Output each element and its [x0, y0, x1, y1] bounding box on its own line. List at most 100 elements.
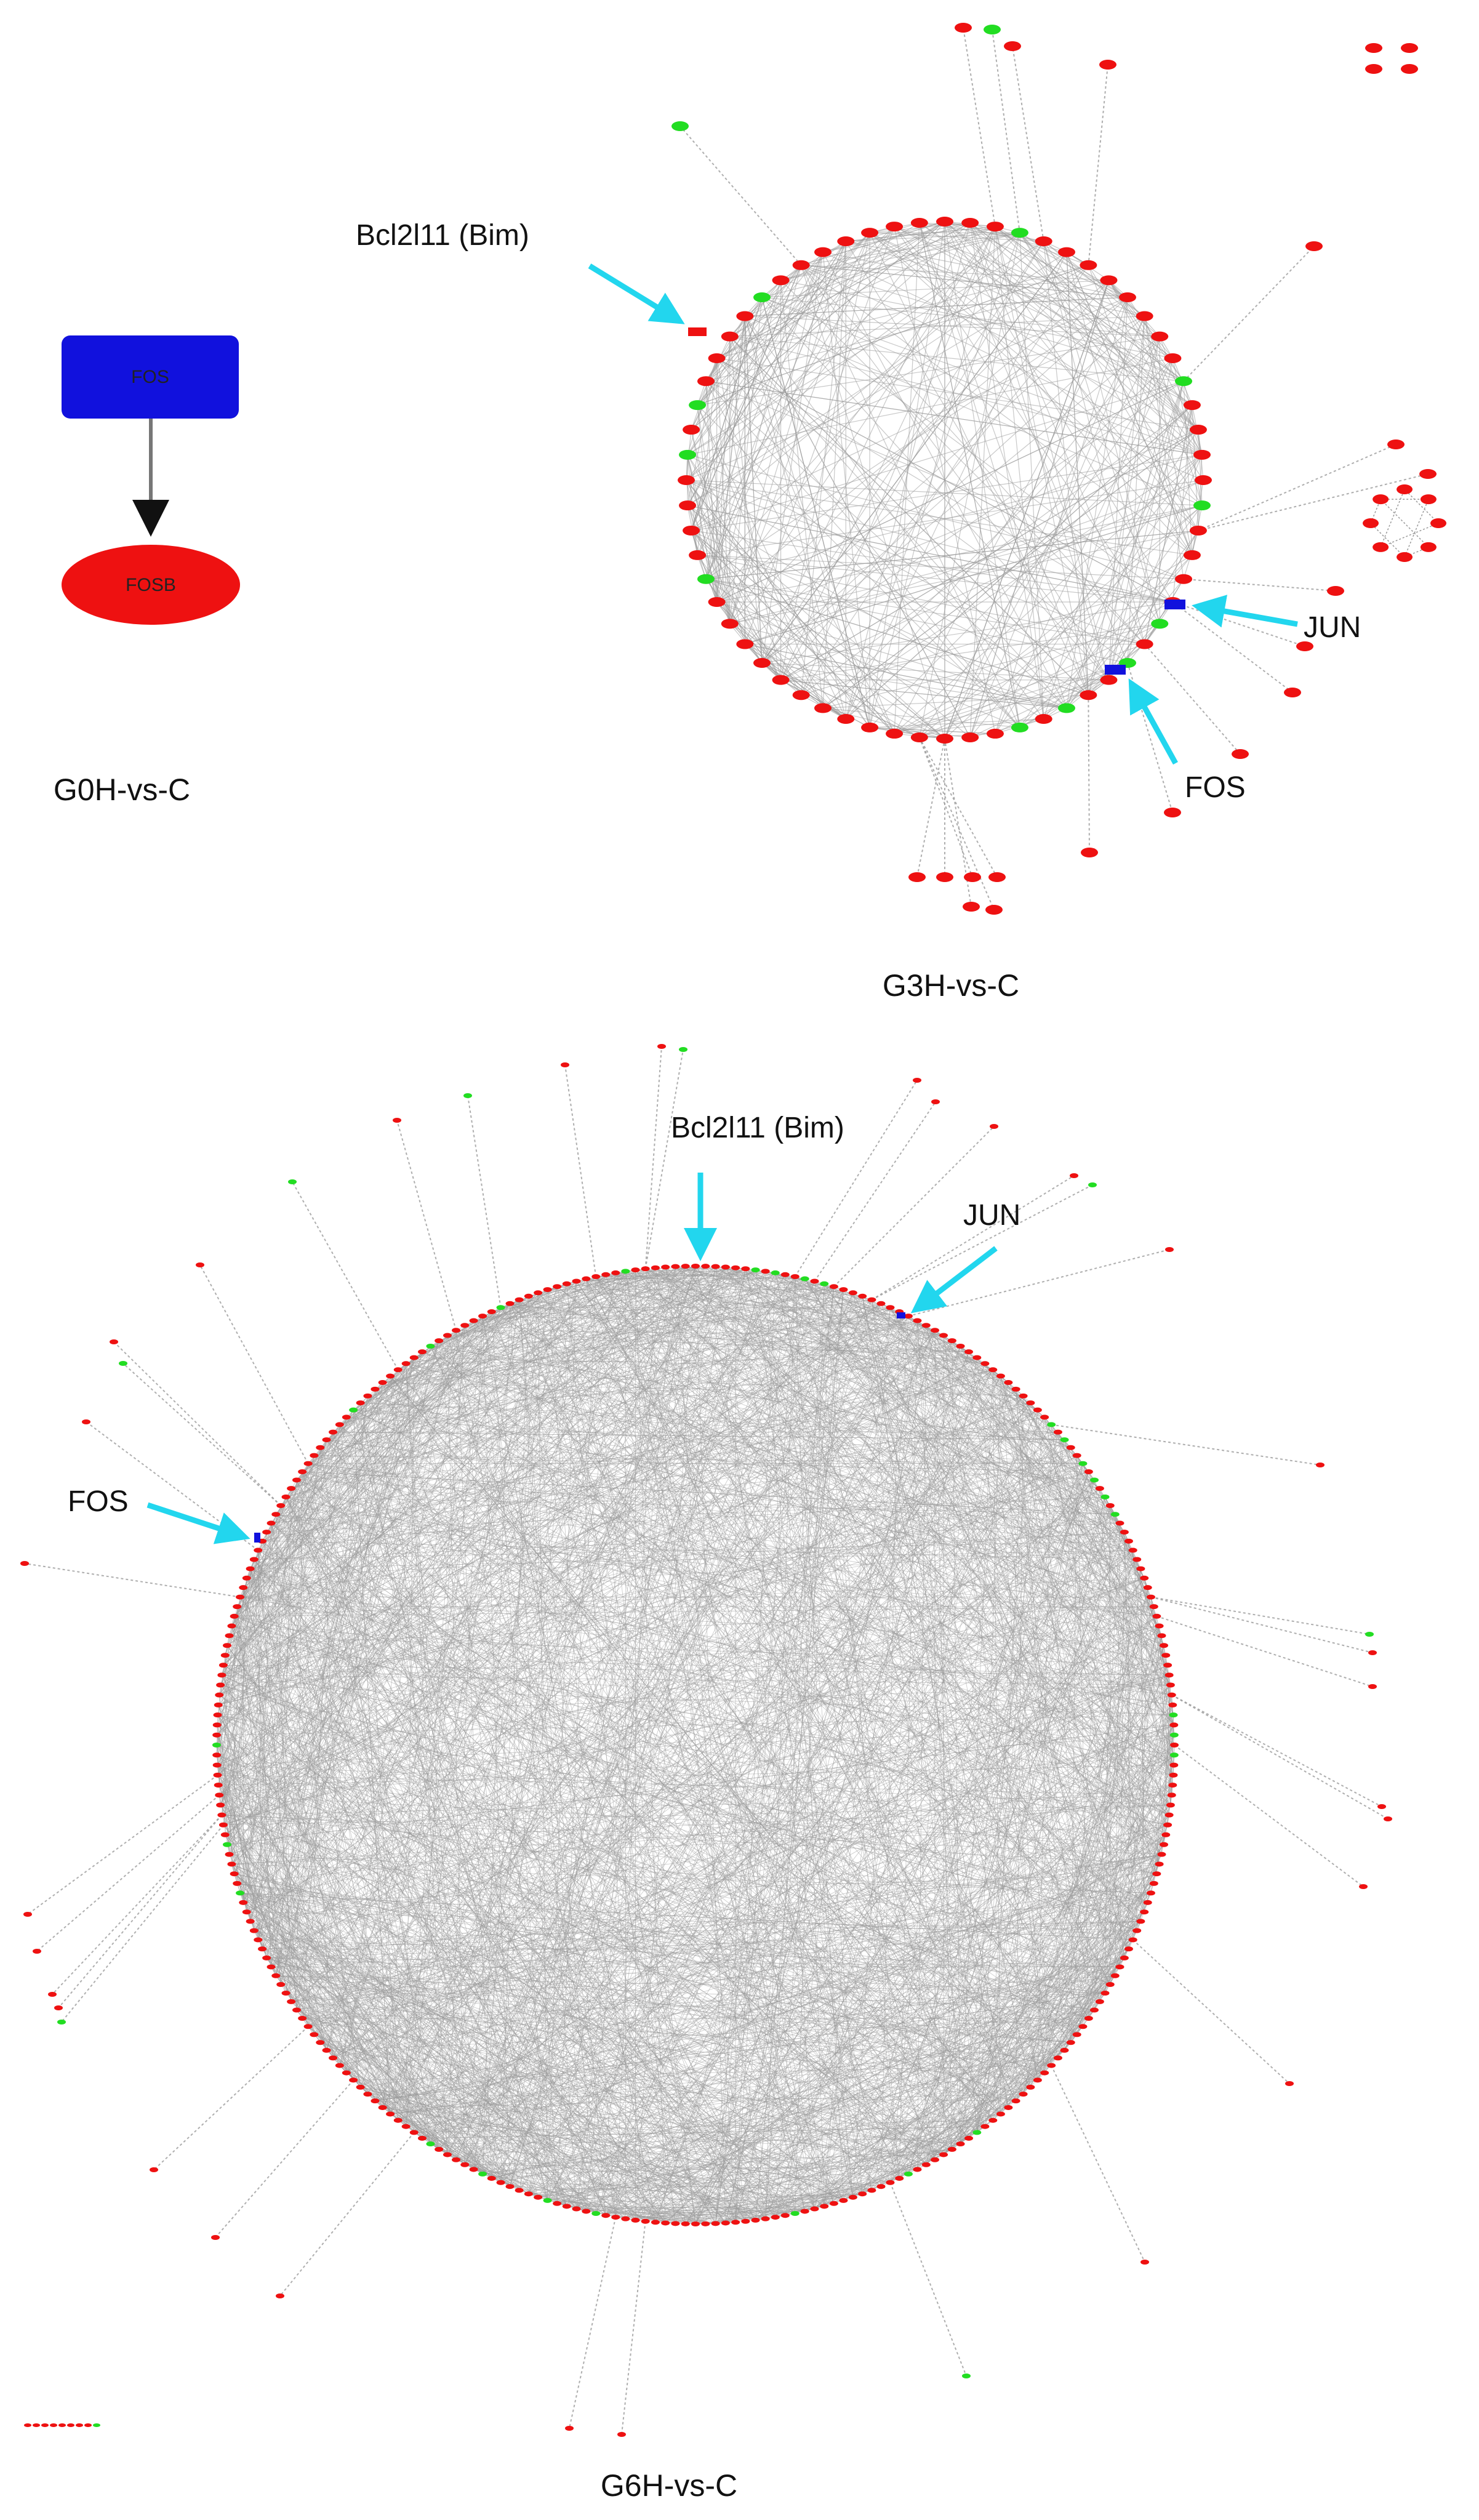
g6-node-up: [913, 2167, 922, 2172]
g6-edge: [398, 1488, 1100, 2121]
g6-node-up: [378, 1380, 387, 1386]
g6-edge: [267, 1496, 1105, 1533]
g3-outer-node-down: [984, 25, 1001, 34]
g6-node-up: [267, 1520, 276, 1526]
g6-edge: [275, 1439, 327, 1515]
g3-bim-label: Bcl2l11 (Bim): [356, 219, 529, 252]
g6-edge: [465, 1948, 1129, 2165]
g6-node-up: [543, 1287, 552, 1293]
g6-edge: [346, 1417, 1160, 1864]
g6-node-up: [1011, 2098, 1020, 2104]
g6-edge: [367, 1395, 766, 2219]
g3-node-up: [986, 728, 1004, 739]
g6-edge: [276, 1514, 1157, 1617]
g3-edge: [729, 252, 824, 624]
g6-node-up: [848, 1290, 857, 1296]
g6-node-down: [1169, 1732, 1179, 1738]
g6-outer-edge: [621, 2221, 646, 2435]
g6-outer-node-down: [57, 2020, 66, 2024]
g6-edge: [246, 1292, 539, 1579]
g6-node-up: [258, 1946, 267, 1952]
g6-edge: [473, 1844, 1164, 2170]
g6-edge: [367, 1395, 548, 2201]
g6-node-up: [1084, 1469, 1093, 1474]
g3-edge: [761, 336, 1160, 664]
g3-edge: [705, 380, 1020, 728]
g3-edge: [995, 226, 1199, 430]
g6-edge: [814, 1921, 1141, 2209]
g6-node-up: [435, 1338, 444, 1344]
g6-outer-node-up: [1384, 1816, 1392, 1821]
g0-caption: G0H-vs-C: [54, 772, 190, 807]
g6-edge: [267, 1376, 1001, 1533]
g6-node-up: [1040, 1414, 1049, 1420]
g6-edge: [271, 1455, 1077, 1523]
g3-edge: [745, 643, 1067, 708]
g6-edge: [291, 2001, 483, 2175]
g6-edge: [326, 1439, 1172, 1696]
g3-edge: [761, 662, 920, 738]
g6-edge: [291, 1488, 746, 2221]
g3-node-down: [1011, 722, 1028, 732]
g6-node-up: [292, 2007, 301, 2013]
g6-node-up: [1132, 1557, 1142, 1562]
g6-edge: [302, 1471, 900, 2179]
g6-outer-node-up: [1368, 1684, 1377, 1689]
g6-edge: [218, 1272, 616, 1706]
g6-jun-label: JUN: [963, 1199, 1020, 1232]
g3-outer-node-up: [964, 872, 981, 882]
g3-outer-nodes: [671, 23, 1437, 915]
g6-outer-edge: [1132, 1939, 1290, 2084]
g3-edge: [780, 680, 1067, 709]
g6-node-up: [956, 1343, 965, 1349]
g6-node-up: [721, 1264, 730, 1270]
g6-edge: [302, 2018, 969, 2139]
g3-edge: [780, 226, 996, 680]
g3-edge: [687, 252, 1067, 506]
g6-edge: [890, 1834, 1166, 2183]
g6-node-up: [271, 1973, 281, 1978]
g6-node-up: [848, 2194, 857, 2200]
g6-edge: [890, 1307, 1174, 1776]
g6-edge: [775, 1290, 844, 2218]
g6-edge: [239, 1893, 854, 2198]
g6-edge: [250, 1447, 321, 1922]
g6-edge: [725, 2034, 1077, 2223]
g6-outer-edges: [24, 1046, 1389, 2435]
g3-outer-edge: [1012, 46, 1044, 242]
g6-edge: [615, 2217, 646, 2222]
g6-edge: [635, 2186, 881, 2221]
g6-edge: [1008, 1635, 1162, 2108]
g6-node-up: [1019, 1393, 1028, 1398]
g6-edge: [556, 1286, 1172, 1796]
g6-edge: [422, 2126, 985, 2139]
g6-edge: [473, 1267, 736, 1321]
g3-cluster-edge: [1404, 499, 1429, 558]
g6-node-up: [225, 1852, 234, 1857]
g6-node-up: [1143, 1585, 1152, 1591]
g3-edge: [697, 555, 1184, 580]
g6-edge: [775, 1272, 1168, 1666]
g3-outer-node-up: [1164, 808, 1181, 817]
g6-outer-edge: [1051, 2065, 1145, 2263]
g3-edge: [894, 297, 1128, 734]
g6-edge: [332, 1432, 656, 2223]
g6-edge: [223, 1805, 1171, 1826]
g6-edge: [675, 1266, 936, 1331]
g3-outer-node-up: [1387, 439, 1405, 449]
g6-edge: [237, 1883, 1024, 2095]
g6-edge: [406, 1316, 483, 2127]
g6-outer-node-up: [657, 1044, 666, 1049]
g6-edge: [635, 1270, 806, 2212]
g6-edge: [635, 1269, 1171, 1805]
g6-edge: [862, 2026, 1083, 2194]
g6-edge: [236, 1363, 406, 1607]
g6-node-up: [329, 1429, 338, 1435]
g6-edge: [231, 1626, 1137, 1931]
g6-edge: [231, 1864, 961, 2145]
g6-node-up: [1066, 1445, 1075, 1450]
g6-edge: [246, 1531, 1124, 1579]
g3-edge: [745, 643, 945, 739]
g6-edge: [824, 1283, 1172, 1796]
g6-edge: [1088, 1635, 1162, 2019]
